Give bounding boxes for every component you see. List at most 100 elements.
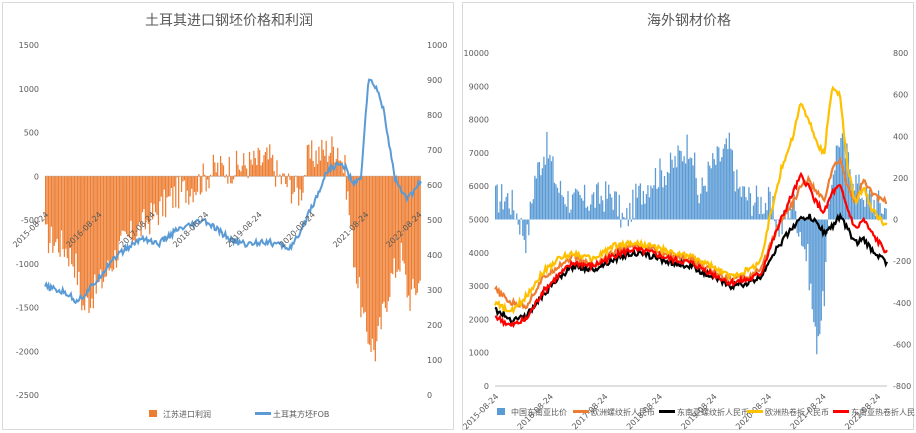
- y-left-tick-label: -1000: [16, 260, 39, 269]
- bar: [663, 176, 666, 220]
- bar: [63, 176, 66, 257]
- bar: [749, 193, 752, 220]
- bar: [686, 134, 688, 220]
- bar: [752, 205, 755, 220]
- bar: [68, 176, 70, 267]
- bar: [325, 140, 327, 177]
- bar: [406, 176, 408, 298]
- bar: [540, 175, 542, 220]
- y-right-tick-label: 700: [427, 146, 442, 155]
- chart-turkey-billet: 土耳其进口钢坯价格和利润 150010005000-500-1000-1500-…: [11, 13, 447, 419]
- bar: [76, 176, 79, 285]
- bar: [798, 219, 800, 237]
- bar: [298, 176, 300, 206]
- bar: [276, 160, 278, 177]
- bar: [256, 164, 258, 177]
- y-left-tick-label: 6000: [469, 182, 489, 191]
- bar: [704, 185, 706, 220]
- bar: [302, 176, 304, 193]
- bar: [243, 153, 245, 177]
- bar: [214, 162, 216, 177]
- bar: [133, 176, 135, 241]
- bar: [552, 156, 554, 220]
- y-left-tick-label: -2500: [16, 391, 39, 400]
- bar: [556, 187, 559, 220]
- bar: [157, 176, 160, 225]
- y-right-tick-label: 0: [427, 391, 432, 400]
- bar: [594, 207, 596, 220]
- bar: [389, 176, 391, 297]
- y-right-tick-label: 800: [893, 49, 908, 58]
- bar: [286, 176, 288, 188]
- bar: [390, 176, 392, 274]
- bar: [160, 176, 162, 197]
- bar: [593, 192, 595, 220]
- bar: [504, 201, 506, 220]
- y-right-tick-label: 200: [427, 321, 442, 330]
- bar: [819, 219, 821, 335]
- bar: [69, 176, 71, 248]
- bar: [862, 200, 865, 220]
- legend-label: 东南亚螺纹折人民币: [677, 407, 749, 417]
- bar: [654, 167, 657, 220]
- bar: [719, 161, 721, 220]
- bar: [659, 158, 661, 220]
- y-right-tick-label: 600: [427, 181, 442, 190]
- bar: [316, 164, 319, 177]
- legend-swatch: [497, 408, 505, 415]
- bar: [630, 219, 632, 222]
- bar: [367, 176, 369, 344]
- bar: [279, 174, 281, 177]
- bar: [844, 158, 847, 220]
- bar: [603, 211, 605, 220]
- bar: [128, 176, 131, 238]
- bar: [402, 176, 404, 261]
- bar: [240, 171, 242, 177]
- bar: [75, 176, 77, 254]
- bar: [49, 176, 51, 244]
- bar: [843, 135, 845, 220]
- y-right-tick-label: 200: [893, 174, 908, 183]
- bar: [683, 156, 685, 220]
- bar: [505, 196, 507, 220]
- bar: [691, 158, 693, 220]
- bar: [350, 176, 352, 227]
- bar: [507, 193, 509, 220]
- bar: [609, 193, 611, 220]
- y-left-tick-label: 500: [24, 129, 39, 138]
- bar: [118, 176, 120, 242]
- bar: [354, 176, 356, 268]
- bar: [570, 209, 572, 220]
- bar: [633, 218, 635, 220]
- bar: [864, 206, 866, 220]
- bar: [523, 219, 525, 241]
- bar: [701, 177, 703, 220]
- bar: [760, 196, 762, 220]
- legend-label: 欧洲螺纹折人民币: [591, 407, 655, 417]
- bar: [175, 176, 177, 208]
- bar: [564, 204, 566, 220]
- bar: [149, 176, 151, 235]
- y-right-tick-label: 600: [893, 91, 908, 100]
- bar: [784, 216, 786, 220]
- bar: [379, 176, 381, 318]
- bar: [508, 208, 510, 220]
- bar: [162, 176, 164, 217]
- bar: [303, 175, 306, 177]
- bar: [811, 219, 813, 310]
- bar: [114, 176, 116, 251]
- bar: [331, 136, 333, 177]
- y-left-tick-label: -1500: [16, 304, 39, 313]
- bar: [46, 176, 48, 225]
- bar: [712, 153, 714, 220]
- bar: [538, 161, 541, 220]
- bar: [641, 204, 643, 220]
- bar: [755, 185, 758, 220]
- bar: [196, 176, 199, 192]
- bar: [208, 176, 210, 189]
- bar: [377, 176, 379, 326]
- bar: [373, 176, 375, 351]
- bar: [204, 174, 206, 177]
- bar: [415, 176, 417, 296]
- bar: [95, 176, 97, 294]
